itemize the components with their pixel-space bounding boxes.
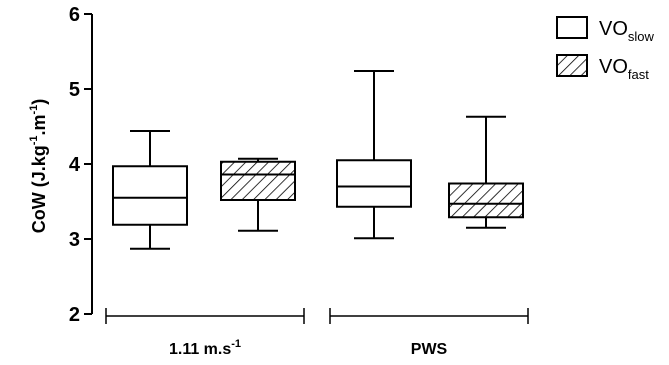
box-VOslow-0 bbox=[112, 130, 188, 250]
box-VOfast-0 bbox=[220, 157, 296, 232]
axes: 2 3 4 5 6 CoW (J.kg-1.m-1) 1.11 m.s-1 PWS bbox=[28, 4, 529, 358]
y-tick-label: 6 bbox=[69, 4, 80, 26]
legend: VOslow VOfast bbox=[556, 16, 655, 82]
boxes bbox=[112, 70, 524, 250]
y-tick-label: 5 bbox=[69, 79, 80, 101]
legend-swatch bbox=[556, 16, 588, 39]
legend-swatch bbox=[556, 54, 588, 77]
legend-label: VOslow bbox=[599, 18, 655, 44]
group-label: PWS bbox=[411, 341, 448, 358]
y-axis-label: CoW (J.kg-1.m-1) bbox=[28, 99, 49, 234]
iqr-box bbox=[336, 159, 412, 208]
iqr-box bbox=[112, 165, 188, 226]
y-tick-label: 2 bbox=[69, 304, 80, 326]
y-tick-label: 4 bbox=[69, 154, 81, 176]
iqr-box bbox=[448, 182, 524, 219]
y-tick-label: 3 bbox=[69, 229, 80, 251]
legend-item-VOslow: VOslow bbox=[556, 16, 655, 44]
legend-label: VOfast bbox=[599, 56, 649, 82]
legend-item-VOfast: VOfast bbox=[556, 54, 649, 82]
iqr-box bbox=[220, 160, 296, 201]
box-VOfast-1 bbox=[448, 115, 524, 229]
group-label: 1.11 m.s-1 bbox=[169, 338, 241, 358]
box-VOslow-1 bbox=[336, 70, 412, 240]
